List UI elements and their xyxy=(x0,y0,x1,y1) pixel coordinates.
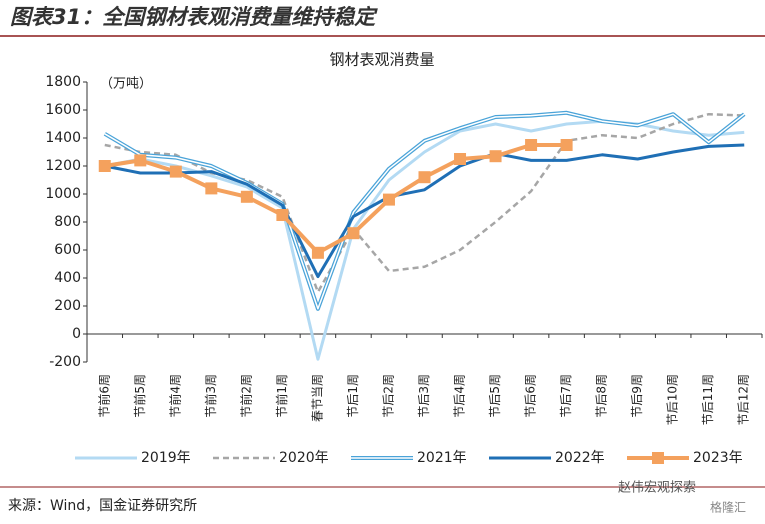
x-tick-label: 节前6周 xyxy=(96,374,111,418)
point-marker xyxy=(347,227,360,240)
point-marker xyxy=(382,193,395,206)
x-tick-label: 节后7周 xyxy=(559,374,573,418)
chart-title: 钢材表观消费量 xyxy=(329,51,434,69)
x-tick-label: 节后9周 xyxy=(630,374,644,418)
y-tick-label: 400 xyxy=(54,270,81,286)
series-line xyxy=(104,143,745,279)
x-tick-label: 节后8周 xyxy=(595,374,609,418)
y-tick-label: 1000 xyxy=(45,186,81,202)
page-title: 图表31：全国钢材表观消费量维持稳定 xyxy=(10,5,378,29)
y-tick-label: 0 xyxy=(72,326,81,342)
y-tick-label: 200 xyxy=(54,298,81,314)
point-marker xyxy=(454,153,467,165)
x-tick-label: 节前5周 xyxy=(132,374,147,418)
x-tick-label: 节后10周 xyxy=(666,374,680,425)
series-line xyxy=(103,110,746,311)
point-marker xyxy=(276,209,289,221)
x-tick-label: 节后6周 xyxy=(524,374,538,418)
watermark: 赵伟宏观探索 xyxy=(618,481,696,496)
legend-marker xyxy=(652,452,664,464)
point-marker xyxy=(169,165,182,178)
legend-label: 2023年 xyxy=(693,450,743,466)
y-tick-label: 800 xyxy=(54,214,81,230)
y-axis-label: （万吨） xyxy=(100,77,152,92)
y-tick-label: 600 xyxy=(54,242,81,258)
legend-label: 2020年 xyxy=(279,450,329,466)
legend-label: 2021年 xyxy=(417,450,467,466)
point-marker xyxy=(525,139,538,151)
point-marker xyxy=(134,154,147,167)
point-marker xyxy=(240,190,253,203)
point-marker xyxy=(205,182,218,195)
y-tick-label: 1600 xyxy=(45,102,81,118)
x-tick-label: 节前3周 xyxy=(203,374,218,418)
point-marker xyxy=(560,139,573,151)
x-tick-label: 节后5周 xyxy=(488,374,502,418)
x-tick-label: 节后1周 xyxy=(346,374,360,418)
y-tick-label: 1800 xyxy=(45,74,81,90)
y-tick-label: -200 xyxy=(49,354,81,370)
y-tick-label: 1200 xyxy=(45,158,81,174)
point-marker xyxy=(311,246,324,259)
source: 来源：Wind，国金证券研究所 xyxy=(8,498,197,514)
point-marker xyxy=(98,160,111,172)
y-tick-label: 1400 xyxy=(45,130,81,146)
x-tick-label: 节前1周 xyxy=(274,374,289,418)
x-tick-label: 节后2周 xyxy=(381,374,395,418)
x-tick-label: 节后3周 xyxy=(417,374,431,418)
x-tick-label: 春节当周 xyxy=(310,374,324,422)
x-tick-label: 节前2周 xyxy=(238,374,253,418)
legend-label: 2019年 xyxy=(141,450,191,466)
series-line-inner xyxy=(104,112,745,310)
x-tick-label: 节后4周 xyxy=(453,374,467,418)
x-tick-label: 节后11周 xyxy=(701,374,715,425)
legend-label: 2022年 xyxy=(555,450,605,466)
x-tick-label: 节前4周 xyxy=(167,374,182,418)
x-tick-label: 节后12周 xyxy=(737,374,751,425)
watermark: 格隆汇 xyxy=(710,500,746,515)
point-marker xyxy=(418,171,431,184)
point-marker xyxy=(489,150,502,163)
